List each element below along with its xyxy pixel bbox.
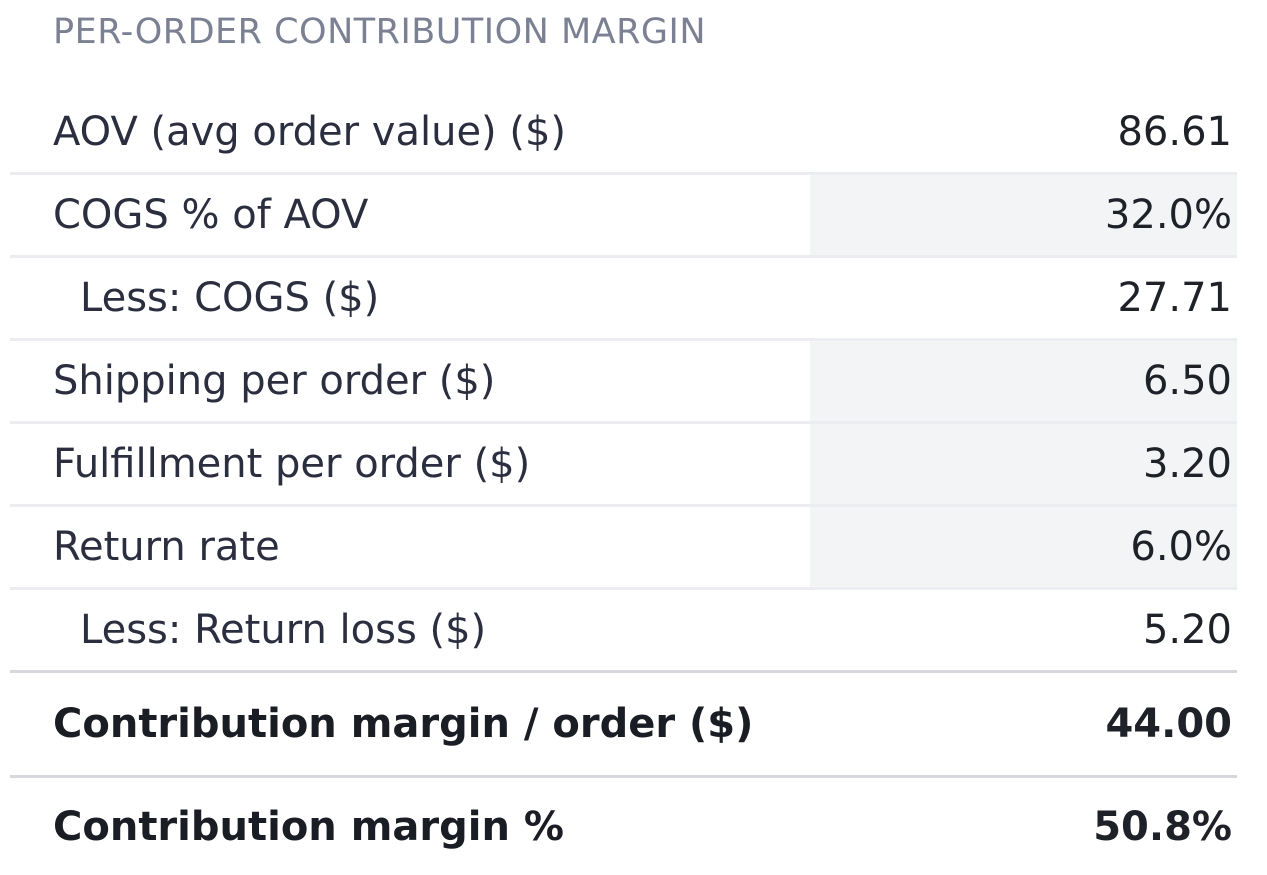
total-row: Contribution margin / order ($) 44.00	[10, 673, 1237, 778]
row-value: 50.8%	[1093, 803, 1232, 850]
row-label: AOV (avg order value) ($)	[53, 109, 567, 155]
table-row: Shipping per order ($) 6.50	[10, 341, 1237, 424]
table-row: AOV (avg order value) ($) 86.61	[10, 92, 1237, 175]
row-label: Contribution margin %	[53, 803, 564, 850]
input-value[interactable]: 3.20	[1142, 441, 1232, 487]
row-label: Contribution margin / order ($)	[53, 701, 754, 747]
input-value[interactable]: 6.50	[1142, 358, 1232, 404]
row-label: Less: COGS ($)	[80, 275, 380, 321]
table-row: COGS % of AOV 32.0%	[10, 175, 1237, 258]
table-row: Less: Return loss ($) 5.20	[10, 590, 1237, 673]
row-label: COGS % of AOV	[53, 192, 369, 238]
row-label: Return rate	[53, 524, 280, 570]
row-value: 86.61	[1117, 109, 1232, 155]
row-label: Less: Return loss ($)	[80, 607, 487, 653]
table-row: Fulfillment per order ($) 3.20	[10, 424, 1237, 507]
table-row: Less: COGS ($) 27.71	[10, 258, 1237, 341]
total-row: Contribution margin % 50.8%	[10, 778, 1237, 875]
row-label: Fulfillment per order ($)	[53, 441, 531, 487]
row-label: Shipping per order ($)	[53, 358, 496, 404]
input-value[interactable]: 6.0%	[1130, 524, 1232, 570]
table: AOV (avg order value) ($) 86.61 COGS % of…	[10, 92, 1237, 875]
table-row: Return rate 6.0%	[10, 507, 1237, 590]
section-title: PER-ORDER CONTRIBUTION MARGIN	[53, 12, 707, 52]
row-value: 27.71	[1117, 275, 1232, 321]
row-value: 5.20	[1142, 607, 1232, 653]
row-value: 44.00	[1105, 701, 1232, 747]
input-value[interactable]: 32.0%	[1104, 192, 1232, 238]
